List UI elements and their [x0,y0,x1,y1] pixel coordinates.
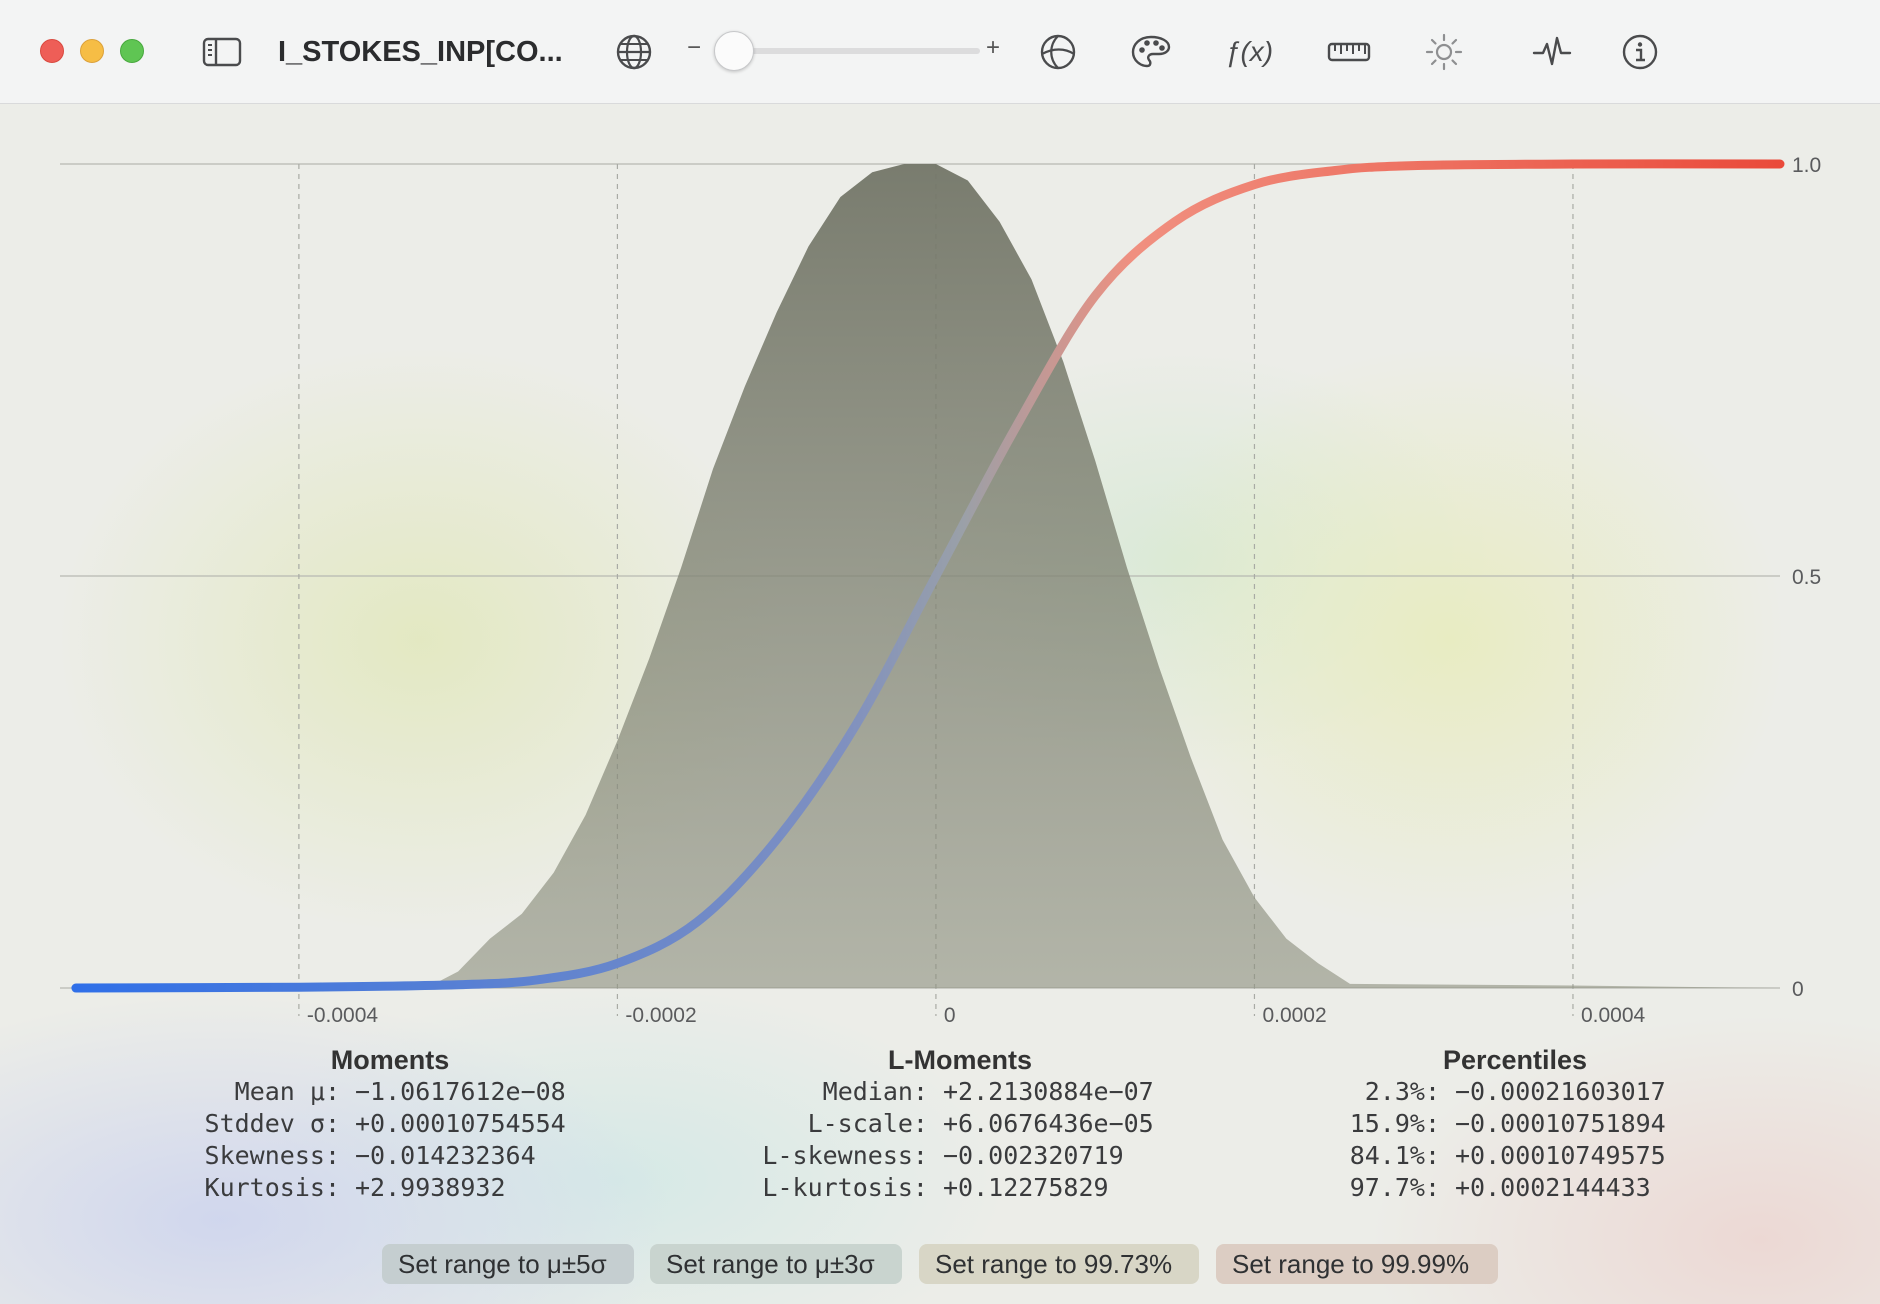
l-moment-value: +0.12275829 [943,1173,1109,1202]
x-tick-label: 0.0004 [1581,1004,1646,1027]
l-moment-row: L-scale: +6.0676436e−05 [740,1108,1180,1140]
zoom-window-button[interactable] [120,39,144,63]
globe-icon[interactable] [612,30,656,74]
slider-minus-label: − [687,34,702,61]
minimize-window-button[interactable] [80,39,104,63]
moments-heading: Moments [330,1045,450,1075]
moment-row: Kurtosis: +2.9938932 [190,1172,590,1204]
title-bar: I_STOKES_INP[CO... − + ƒ(x) [0,0,1880,104]
sidebar-icon[interactable] [200,30,244,74]
moment-label: Mean μ: [234,1077,340,1106]
y-tick-label: 1.0 [1792,154,1821,177]
slider-plus-label: + [986,34,1001,61]
moment-value: +0.00010754554 [355,1109,566,1138]
palette-icon[interactable] [1128,30,1174,74]
moment-label: Stddev σ: [204,1109,340,1138]
function-label: ƒ(x) [1224,36,1274,67]
set-range-99-99-button[interactable]: Set range to 99.99% [1216,1244,1498,1284]
percentile-row: 97.7%: +0.0002144433 [1340,1172,1690,1204]
y-tick-label: 0.5 [1792,566,1821,589]
brightness-icon[interactable] [1422,30,1466,74]
percentile-label: 2.3%: [1364,1077,1440,1106]
moment-label: Kurtosis: [204,1173,340,1202]
moment-row: Mean μ: −1.0617612e−08 [190,1076,590,1108]
l-moments-panel: L-Moments Median: +2.2130884e−07 L-scale: +… [740,1044,1180,1204]
y-tick-label: 0 [1792,978,1804,1001]
function-icon[interactable]: ƒ(x) [1222,30,1276,74]
moment-value: −0.014232364 [355,1141,536,1170]
x-tick-label: -0.0004 [307,1004,379,1027]
zoom-slider-knob[interactable] [714,31,754,71]
l-moment-value: +2.2130884e−07 [943,1077,1154,1106]
percentiles-heading: Percentiles [1442,1045,1588,1075]
projection-icon[interactable] [1036,30,1080,74]
moment-value: +2.9938932 [355,1173,506,1202]
l-moments-heading: L-Moments [888,1045,1032,1075]
zoom-slider-track[interactable] [730,48,980,54]
ruler-icon[interactable] [1326,30,1372,74]
x-tick-label: 0.0002 [1262,1004,1326,1027]
info-icon[interactable] [1618,30,1662,74]
l-moment-row: Median: +2.2130884e−07 [740,1076,1180,1108]
percentile-value: −0.00010751894 [1455,1109,1666,1138]
percentile-label: 84.1%: [1349,1141,1440,1170]
l-moment-value: −0.002320719 [943,1141,1124,1170]
percentile-row: 84.1%: +0.00010749575 [1340,1140,1690,1172]
percentile-value: +0.0002144433 [1455,1173,1651,1202]
moment-row: Stddev σ: +0.00010754554 [190,1108,590,1140]
cdf-line [71,159,1785,993]
percentile-value: +0.00010749575 [1455,1141,1666,1170]
x-tick-label: -0.0002 [625,1004,696,1027]
moment-value: −1.0617612e−08 [355,1077,566,1106]
set-range-3sigma-button[interactable]: Set range to μ±3σ [650,1244,902,1284]
l-moment-label: L-kurtosis: [762,1173,928,1202]
moments-panel: Moments Mean μ: −1.0617612e−08 Stddev σ: +0… [190,1044,590,1204]
percentiles-panel: Percentiles 2.3%: −0.00021603017 15.9%: −0.… [1340,1044,1690,1204]
l-moment-row: L-skewness: −0.002320719 [740,1140,1180,1172]
l-moment-row: L-kurtosis: +0.12275829 [740,1172,1180,1204]
percentile-row: 15.9%: −0.00010751894 [1340,1108,1690,1140]
window-title: I_STOKES_INP[CO... [278,36,563,68]
l-moment-label: L-scale: [807,1109,928,1138]
l-moment-label: Median: [822,1077,928,1106]
l-moment-value: +6.0676436e−05 [943,1109,1154,1138]
percentile-value: −0.00021603017 [1455,1077,1666,1106]
percentile-label: 97.7%: [1349,1173,1440,1202]
histogram-area [60,164,1780,988]
moment-label: Skewness: [204,1141,340,1170]
percentile-label: 15.9%: [1349,1109,1440,1138]
percentile-row: 2.3%: −0.00021603017 [1340,1076,1690,1108]
set-range-99-73-button[interactable]: Set range to 99.73% [919,1244,1199,1284]
x-tick-label: 0 [944,1004,956,1027]
waveform-icon[interactable] [1530,30,1574,74]
set-range-5sigma-button[interactable]: Set range to μ±5σ [382,1244,634,1284]
moment-row: Skewness: −0.014232364 [190,1140,590,1172]
distribution-plot[interactable]: 0 0.5 1.0 -0.0004 -0.0002 0 0.0002 0.0004 [0,104,1880,1044]
close-window-button[interactable] [40,39,64,63]
l-moment-label: L-skewness: [762,1141,928,1170]
